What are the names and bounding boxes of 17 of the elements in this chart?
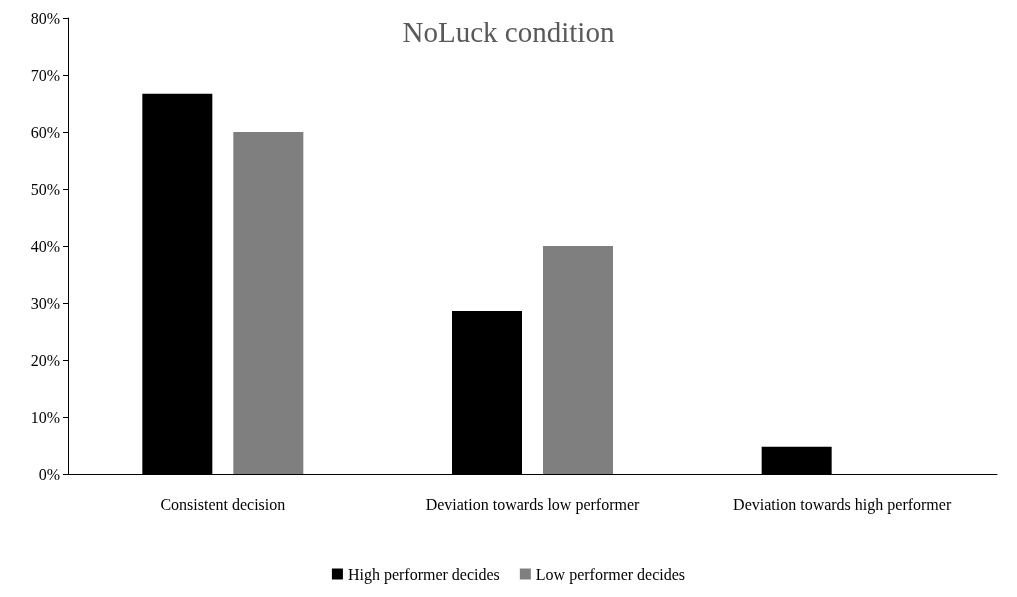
y-tick-label: 60% [30, 123, 60, 141]
y-tick-label: 0% [38, 465, 60, 483]
y-tick-label: 50% [30, 180, 60, 198]
chart-title: NoLuck condition [402, 15, 615, 48]
y-tick-label: 80% [30, 9, 60, 27]
legend-label: Low performer decides [535, 565, 686, 584]
x-tick-label: Consistent decision [160, 495, 286, 513]
bar [233, 132, 304, 474]
y-tick-label: 70% [30, 66, 60, 84]
y-tick-label: 30% [30, 294, 60, 312]
bar [543, 246, 613, 474]
y-tick-label: 40% [30, 237, 60, 255]
y-tick-label: 10% [30, 408, 60, 426]
legend-label: High performer decides [347, 565, 500, 584]
y-tick-label: 20% [30, 351, 60, 369]
x-tick-label: Deviation towards low performer [425, 495, 641, 514]
x-tick-label: Deviation towards high performer [733, 495, 952, 514]
